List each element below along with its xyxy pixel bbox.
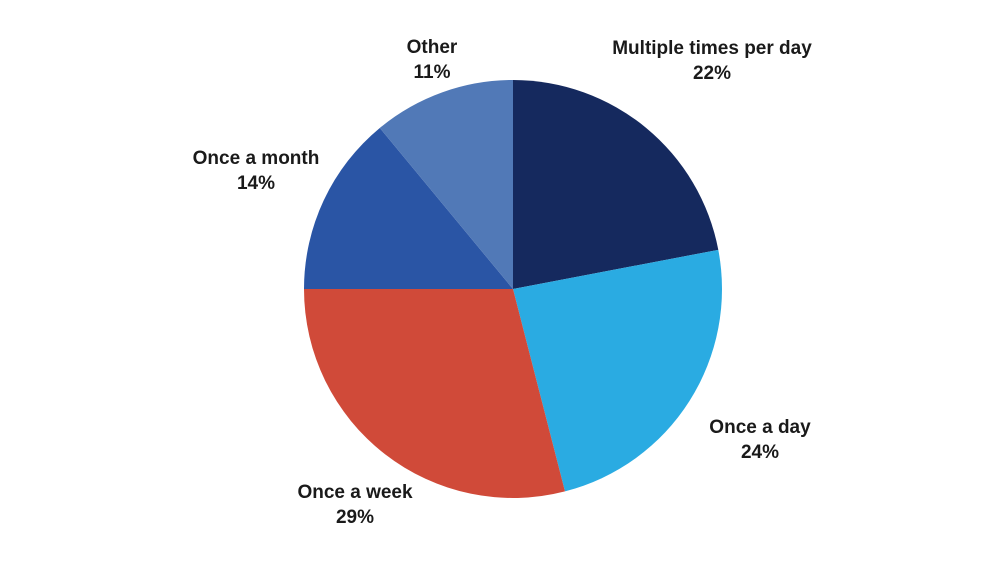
- slice-pct-text: 11%: [413, 62, 451, 83]
- slice-label-text: Other: [406, 37, 458, 58]
- pie-slice-once-a-week: [304, 289, 565, 498]
- slice-label-once-a-day: Once a day 24%: [709, 415, 810, 465]
- pie-slice-once-a-month: [304, 127, 513, 290]
- pie-slice-once-a-day: [513, 249, 723, 492]
- pie-slice-other: [379, 80, 513, 289]
- slice-label-text: Once a month: [192, 148, 320, 169]
- slice-pct-text: 22%: [692, 63, 732, 84]
- slice-label-once-a-week: Once a week 29%: [297, 480, 412, 530]
- slice-pct-text: 24%: [740, 442, 780, 463]
- slice-label-once-a-month: Once a month 14%: [193, 146, 320, 196]
- slice-label-text: Once a week: [297, 482, 413, 503]
- pie-slice-multiple-times-per-day: [513, 80, 719, 289]
- slice-label-multiple-times-per-day: Multiple times per day 22%: [612, 36, 812, 86]
- slice-label-text: Once a day: [709, 417, 811, 438]
- slice-label-text: Multiple times per day: [612, 38, 812, 59]
- slice-label-other: Other 11%: [407, 35, 458, 85]
- slice-pct-text: 14%: [236, 173, 276, 194]
- slice-pct-text: 29%: [335, 507, 375, 528]
